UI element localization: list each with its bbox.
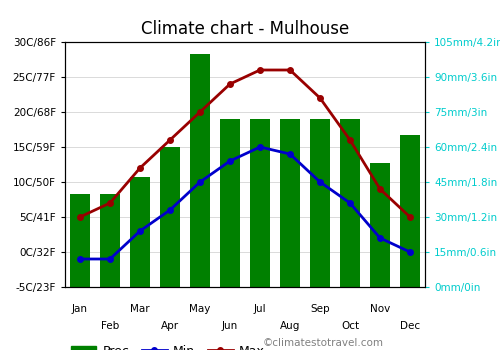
- Bar: [250, 119, 270, 287]
- Bar: [220, 119, 240, 287]
- Bar: [280, 119, 300, 287]
- Text: Aug: Aug: [280, 321, 300, 331]
- Text: Nov: Nov: [370, 304, 390, 314]
- Legend: Prec, Min, Max: Prec, Min, Max: [72, 345, 265, 350]
- Bar: [70, 194, 90, 287]
- Text: Jun: Jun: [222, 321, 238, 331]
- Text: Mar: Mar: [130, 304, 150, 314]
- Text: Dec: Dec: [400, 321, 420, 331]
- Bar: [190, 54, 210, 287]
- Text: Oct: Oct: [341, 321, 359, 331]
- Bar: [100, 194, 120, 287]
- Text: Sep: Sep: [310, 304, 330, 314]
- Text: May: May: [190, 304, 210, 314]
- Text: ©climatestotravel.com: ©climatestotravel.com: [263, 338, 384, 349]
- Text: Jan: Jan: [72, 304, 88, 314]
- Text: Feb: Feb: [101, 321, 119, 331]
- Bar: [130, 177, 150, 287]
- Bar: [160, 147, 180, 287]
- Bar: [310, 119, 330, 287]
- Bar: [340, 119, 360, 287]
- Title: Climate chart - Mulhouse: Climate chart - Mulhouse: [141, 20, 349, 38]
- Bar: [400, 135, 420, 287]
- Text: Jul: Jul: [254, 304, 266, 314]
- Text: Apr: Apr: [161, 321, 179, 331]
- Bar: [370, 163, 390, 287]
